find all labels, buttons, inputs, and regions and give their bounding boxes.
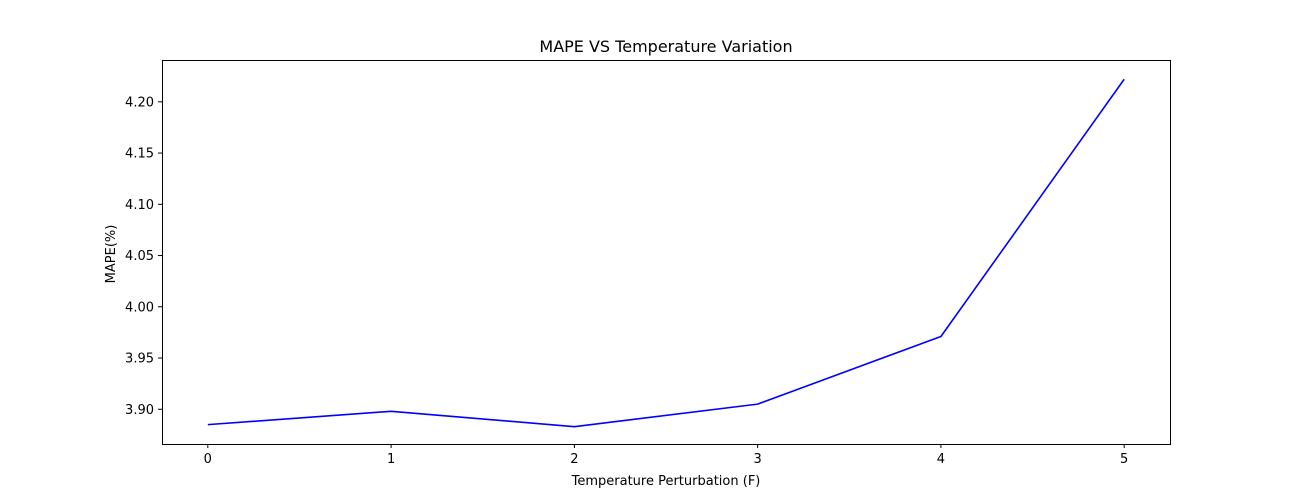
x-tick-label: 1 (387, 452, 395, 467)
plot-series (207, 78, 1125, 428)
y-tick-label: 4.05 (125, 249, 154, 264)
x-tick-label: 2 (570, 452, 578, 467)
y-tick-label: 4.00 (125, 300, 154, 315)
x-tick-label: 0 (204, 452, 212, 467)
x-tick-label: 3 (753, 452, 761, 467)
y-axis-label: MAPE(%) (104, 225, 119, 284)
x-axis-label: Temperature Perturbation (F) (571, 474, 761, 489)
y-tick-label: 4.15 (125, 147, 154, 162)
y-axis-ticks: 3.90 3.95 4.00 4.05 4.10 4.15 4.20 (125, 95, 162, 418)
y-tick-label: 3.95 (125, 352, 154, 367)
plot-frame (162, 60, 1171, 445)
series-line (207, 78, 1125, 428)
y-tick-label: 3.90 (125, 403, 154, 418)
chart-title: MAPE VS Temperature Variation (539, 37, 792, 56)
y-tick-label: 4.20 (125, 95, 154, 110)
x-tick-label: 5 (1120, 452, 1128, 467)
y-tick-label: 4.10 (125, 198, 154, 213)
x-axis-ticks: 0 1 2 3 4 5 (204, 444, 1128, 467)
x-tick-label: 4 (937, 452, 945, 467)
